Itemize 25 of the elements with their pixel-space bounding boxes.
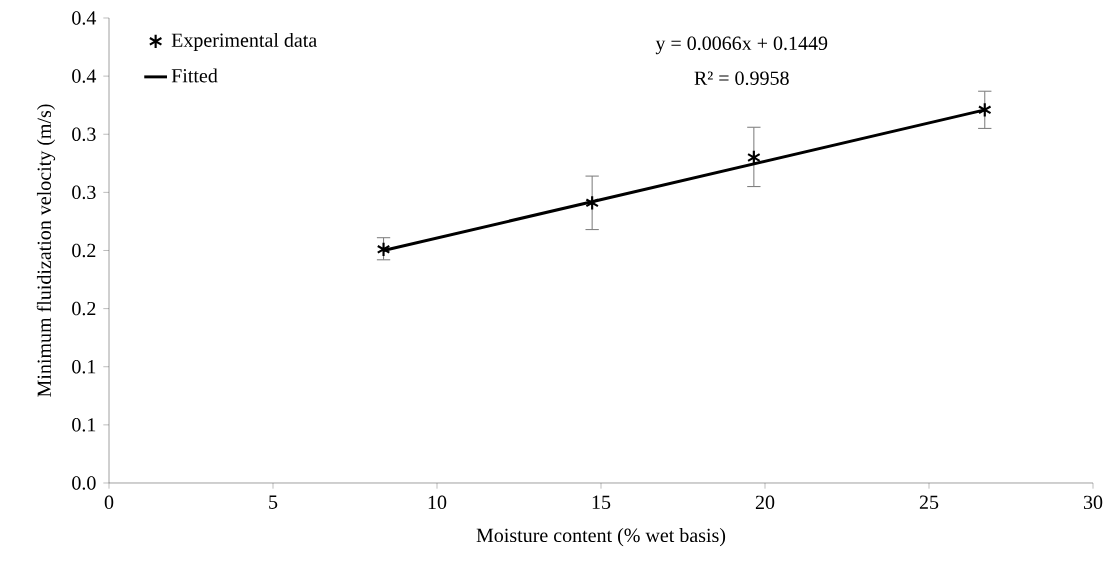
point [585, 195, 599, 211]
x-tick-label: 10 [428, 495, 447, 510]
y-tick-label: 0.4 [72, 69, 97, 83]
point [977, 102, 992, 118]
y-tick-label: 0.1 [72, 359, 96, 374]
y-tick-label: 0.1 [72, 418, 96, 432]
x-tick-label: 25 [919, 495, 939, 510]
y-tick-label: 0.3 [72, 185, 96, 200]
y-tick-label: 0.4 [72, 11, 97, 25]
y-tick-label: 0.3 [72, 127, 96, 142]
legend-label: Experimental data [171, 32, 317, 52]
y-tick-label: 0.2 [72, 243, 96, 258]
x-tick-label: 5 [269, 495, 278, 509]
x-tick-label: 20 [755, 495, 775, 510]
x-tick-label: 15 [592, 495, 611, 509]
x-tick-label: 30 [1083, 495, 1103, 510]
x-tick-label: 0 [104, 495, 114, 510]
y-tick-label: 0.0 [72, 476, 96, 490]
annotation: R² = 0.9958 [694, 71, 789, 86]
x-axis-title: Moisture content (% wet basis) [476, 528, 726, 547]
y-axis-title: Minimum fluidization velocity (m/s) [36, 104, 56, 397]
y-tick-label: 0.2 [72, 301, 96, 316]
legend-label: Fitted [171, 68, 218, 83]
point [376, 241, 391, 258]
annotation: y = 0.0066x + 0.1449 [655, 36, 828, 55]
